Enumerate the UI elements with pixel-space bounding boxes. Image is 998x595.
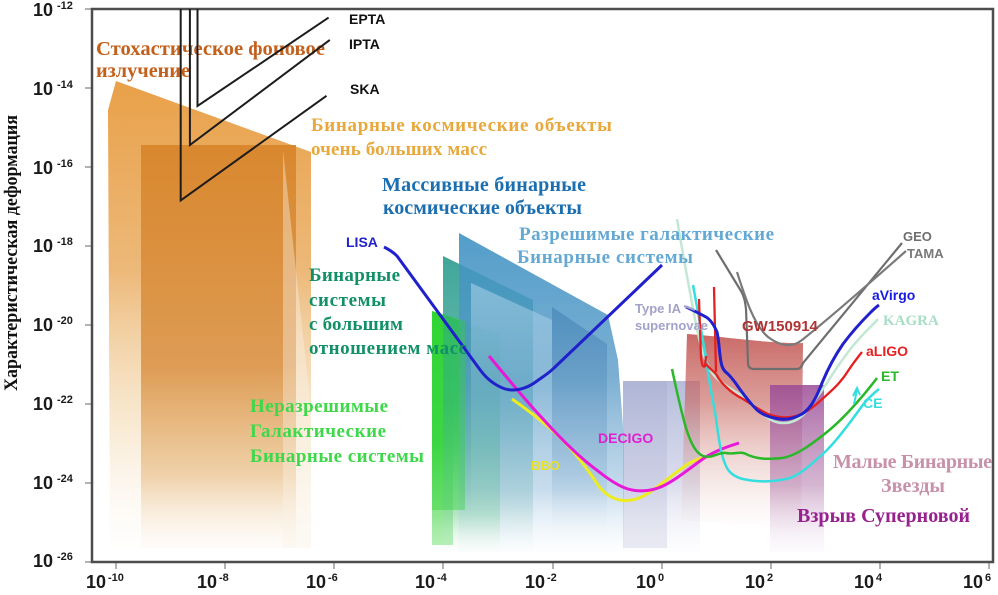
svg-text:Бинарные системы: Бинарные системы	[250, 446, 424, 467]
svg-text:системы: системы	[309, 290, 386, 311]
svg-text:aVirgo: aVirgo	[872, 287, 915, 303]
svg-text:-16: -16	[57, 158, 73, 170]
svg-text:-12: -12	[57, 0, 73, 12]
svg-text:LISA: LISA	[346, 234, 378, 250]
svg-text:GEO: GEO	[903, 229, 932, 244]
svg-text:Type IA: Type IA	[635, 301, 682, 316]
svg-text:Характеристическая деформация: Характеристическая деформация	[1, 115, 22, 391]
svg-text:10: 10	[197, 572, 217, 592]
svg-text:10: 10	[33, 79, 53, 99]
svg-text:aLIGO: aLIGO	[866, 343, 908, 359]
svg-text:10: 10	[33, 394, 53, 414]
svg-text:6: 6	[985, 572, 991, 584]
svg-text:KAGRA: KAGRA	[883, 313, 939, 329]
svg-text:10: 10	[33, 0, 53, 20]
svg-text:-18: -18	[57, 236, 73, 248]
svg-text:Разрешимые галактические: Разрешимые галактические	[519, 224, 774, 245]
svg-text:Неразрешимые: Неразрешимые	[250, 396, 388, 417]
svg-text:излучение: излучение	[96, 60, 190, 82]
svg-text:SKA: SKA	[350, 81, 380, 97]
svg-text:очень больших масс: очень больших масс	[311, 139, 487, 160]
svg-text:-26: -26	[57, 551, 73, 563]
svg-text:10: 10	[86, 572, 106, 592]
svg-text:10: 10	[33, 551, 53, 571]
svg-text:-4: -4	[437, 572, 448, 584]
svg-text:GW150914: GW150914	[742, 318, 819, 335]
svg-text:-6: -6	[328, 572, 338, 584]
svg-text:ET: ET	[881, 368, 899, 384]
svg-text:DECIGO: DECIGO	[598, 430, 653, 446]
svg-text:-10: -10	[108, 572, 124, 584]
svg-text:-22: -22	[57, 394, 73, 406]
svg-text:TAMA: TAMA	[907, 246, 944, 261]
svg-text:-8: -8	[219, 572, 229, 584]
svg-text:10: 10	[854, 572, 874, 592]
svg-text:10: 10	[963, 572, 983, 592]
svg-text:Бинарные космические объекты: Бинарные космические объекты	[311, 115, 612, 136]
svg-text:2: 2	[767, 572, 773, 584]
svg-text:10: 10	[745, 572, 765, 592]
svg-text:supernovae: supernovae	[635, 318, 708, 333]
svg-text:Бинарные: Бинарные	[309, 265, 400, 286]
svg-text:10: 10	[33, 236, 53, 256]
svg-text:BBO: BBO	[531, 458, 560, 473]
svg-text:10: 10	[33, 315, 53, 335]
svg-text:CE: CE	[863, 395, 882, 411]
svg-text:10: 10	[415, 572, 435, 592]
svg-text:-14: -14	[57, 79, 74, 91]
svg-text:10: 10	[306, 572, 326, 592]
svg-text:Взрыв Суперновой: Взрыв Суперновой	[797, 505, 970, 527]
svg-text:Малые Бинарные: Малые Бинарные	[833, 451, 992, 473]
svg-text:отношением масс: отношением масс	[309, 338, 467, 359]
svg-text:10: 10	[33, 473, 53, 493]
svg-text:Бинарные системы: Бинарные системы	[517, 247, 693, 268]
svg-text:10: 10	[33, 158, 53, 178]
svg-text:-2: -2	[547, 572, 557, 584]
svg-text:-20: -20	[57, 315, 73, 327]
svg-text:космические объекты: космические объекты	[383, 197, 582, 219]
svg-text:с большим: с большим	[309, 314, 403, 335]
svg-text:4: 4	[876, 572, 883, 584]
svg-text:EPTA: EPTA	[349, 11, 385, 27]
svg-text:Звезды: Звезды	[881, 475, 945, 497]
svg-text:10: 10	[636, 572, 656, 592]
svg-text:Галактические: Галактические	[250, 421, 386, 442]
svg-text:Стохастическое фоновое: Стохастическое фоновое	[96, 38, 325, 60]
svg-text:-24: -24	[57, 473, 74, 485]
svg-text:IPTA: IPTA	[349, 36, 380, 52]
svg-text:0: 0	[658, 572, 664, 584]
svg-text:10: 10	[525, 572, 545, 592]
svg-text:Массивные бинарные: Массивные бинарные	[382, 174, 586, 196]
